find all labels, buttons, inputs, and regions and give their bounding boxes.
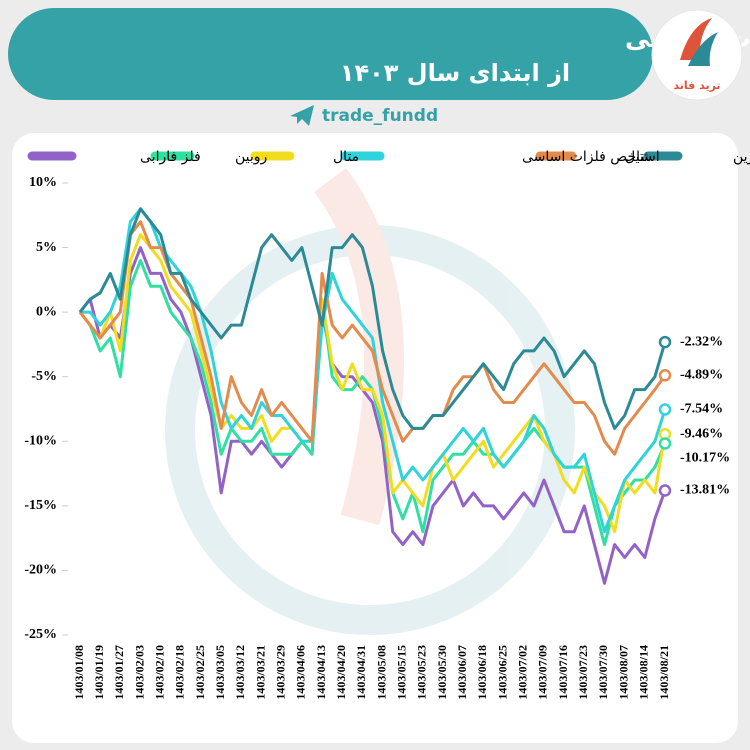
x-tick-label: 1403/07/16 (556, 645, 570, 700)
logo-mark (688, 32, 718, 66)
x-tick-label: 1403/07/23 (576, 645, 590, 700)
x-tick-label: 1403/04/13 (314, 645, 328, 700)
x-tick-label: 1403/01/27 (112, 645, 126, 700)
x-tick-label: 1403/02/18 (173, 645, 187, 700)
y-tick-label: -10% (24, 434, 57, 449)
y-tick-label: -5% (31, 369, 57, 384)
end-marker (658, 335, 672, 349)
legend-label: شاخص فلزات اساسی (522, 149, 652, 165)
x-tick-label: 1403/02/25 (193, 645, 207, 700)
logo-text: ترید فاند (673, 79, 720, 92)
legend-label: استیل (625, 149, 660, 165)
y-tick-label: 10% (29, 175, 57, 190)
end-label: -7.54% (680, 402, 723, 417)
x-tick-label: 1403/04/20 (334, 645, 348, 700)
x-tick-label: 1403/05/08 (374, 645, 388, 700)
watermark-swoosh (313, 168, 404, 526)
x-tick-label: 1403/06/25 (495, 645, 509, 700)
x-tick-label: 1403/05/30 (435, 645, 449, 700)
end-label: -4.89% (680, 368, 723, 383)
x-tick-label: 1403/04/31 (354, 645, 368, 700)
logo-mark (680, 18, 712, 60)
legend-label: روبین (235, 149, 267, 165)
x-tick-label: 1403/08/14 (637, 645, 651, 700)
x-tick-label: 1403/08/07 (616, 645, 630, 700)
legend-label: فلز فارابی (140, 149, 201, 165)
legend-label: متال (333, 149, 359, 165)
telegram-icon (290, 105, 314, 126)
end-marker (658, 369, 672, 382)
y-tick-label: -15% (24, 498, 57, 513)
title-banner (8, 8, 653, 100)
x-tick-label: 1403/01/08 (72, 645, 86, 700)
end-marker (658, 484, 672, 497)
x-tick-label: 1403/08/21 (657, 645, 671, 700)
x-tick-label: 1403/03/21 (253, 645, 267, 700)
x-tick-label: 1403/07/30 (596, 645, 610, 700)
x-tick-label: 1403/03/05 (213, 645, 227, 700)
x-tick-label: 1403/07/02 (516, 645, 530, 700)
legend-label: آذرین (733, 148, 750, 165)
subtitle: از ابتدای سال ۱۴۰۳ (340, 59, 570, 87)
series-line (78, 220, 667, 456)
y-tick-label: 5% (36, 240, 57, 255)
series-line (78, 207, 667, 430)
x-tick-label: 1403/03/29 (273, 645, 287, 700)
x-tick-label: 1403/02/10 (152, 645, 166, 700)
x-tick-label: 1403/01/19 (92, 645, 106, 700)
x-tick-label: 1403/07/09 (536, 645, 550, 700)
x-tick-label: 1403/04/06 (294, 645, 308, 700)
watermark (165, 168, 575, 635)
end-marker (658, 437, 672, 450)
end-label: -9.46% (680, 427, 723, 442)
x-tick-label: 1403/05/15 (395, 645, 409, 700)
end-label: -13.81% (680, 483, 730, 498)
series-line (78, 246, 667, 585)
watermark-ring (165, 225, 575, 635)
x-tick-label: 1403/03/12 (233, 645, 247, 700)
y-tick-label: -20% (24, 563, 57, 578)
x-tick-label: 1403/05/23 (415, 645, 429, 700)
x-tick-label: 1403/06/18 (475, 645, 489, 700)
channel: trade_fundd (322, 106, 438, 126)
end-label: -2.32% (680, 334, 723, 349)
end-label: -10.17% (680, 451, 730, 466)
x-tick-label: 1403/06/07 (455, 645, 469, 700)
y-tick-label: -25% (24, 627, 57, 642)
chart-card (12, 133, 738, 743)
y-tick-label: 0% (36, 304, 57, 319)
series-line (80, 207, 667, 534)
x-tick-label: 1403/02/03 (132, 645, 146, 700)
end-marker (658, 403, 672, 416)
series-line (78, 233, 667, 534)
